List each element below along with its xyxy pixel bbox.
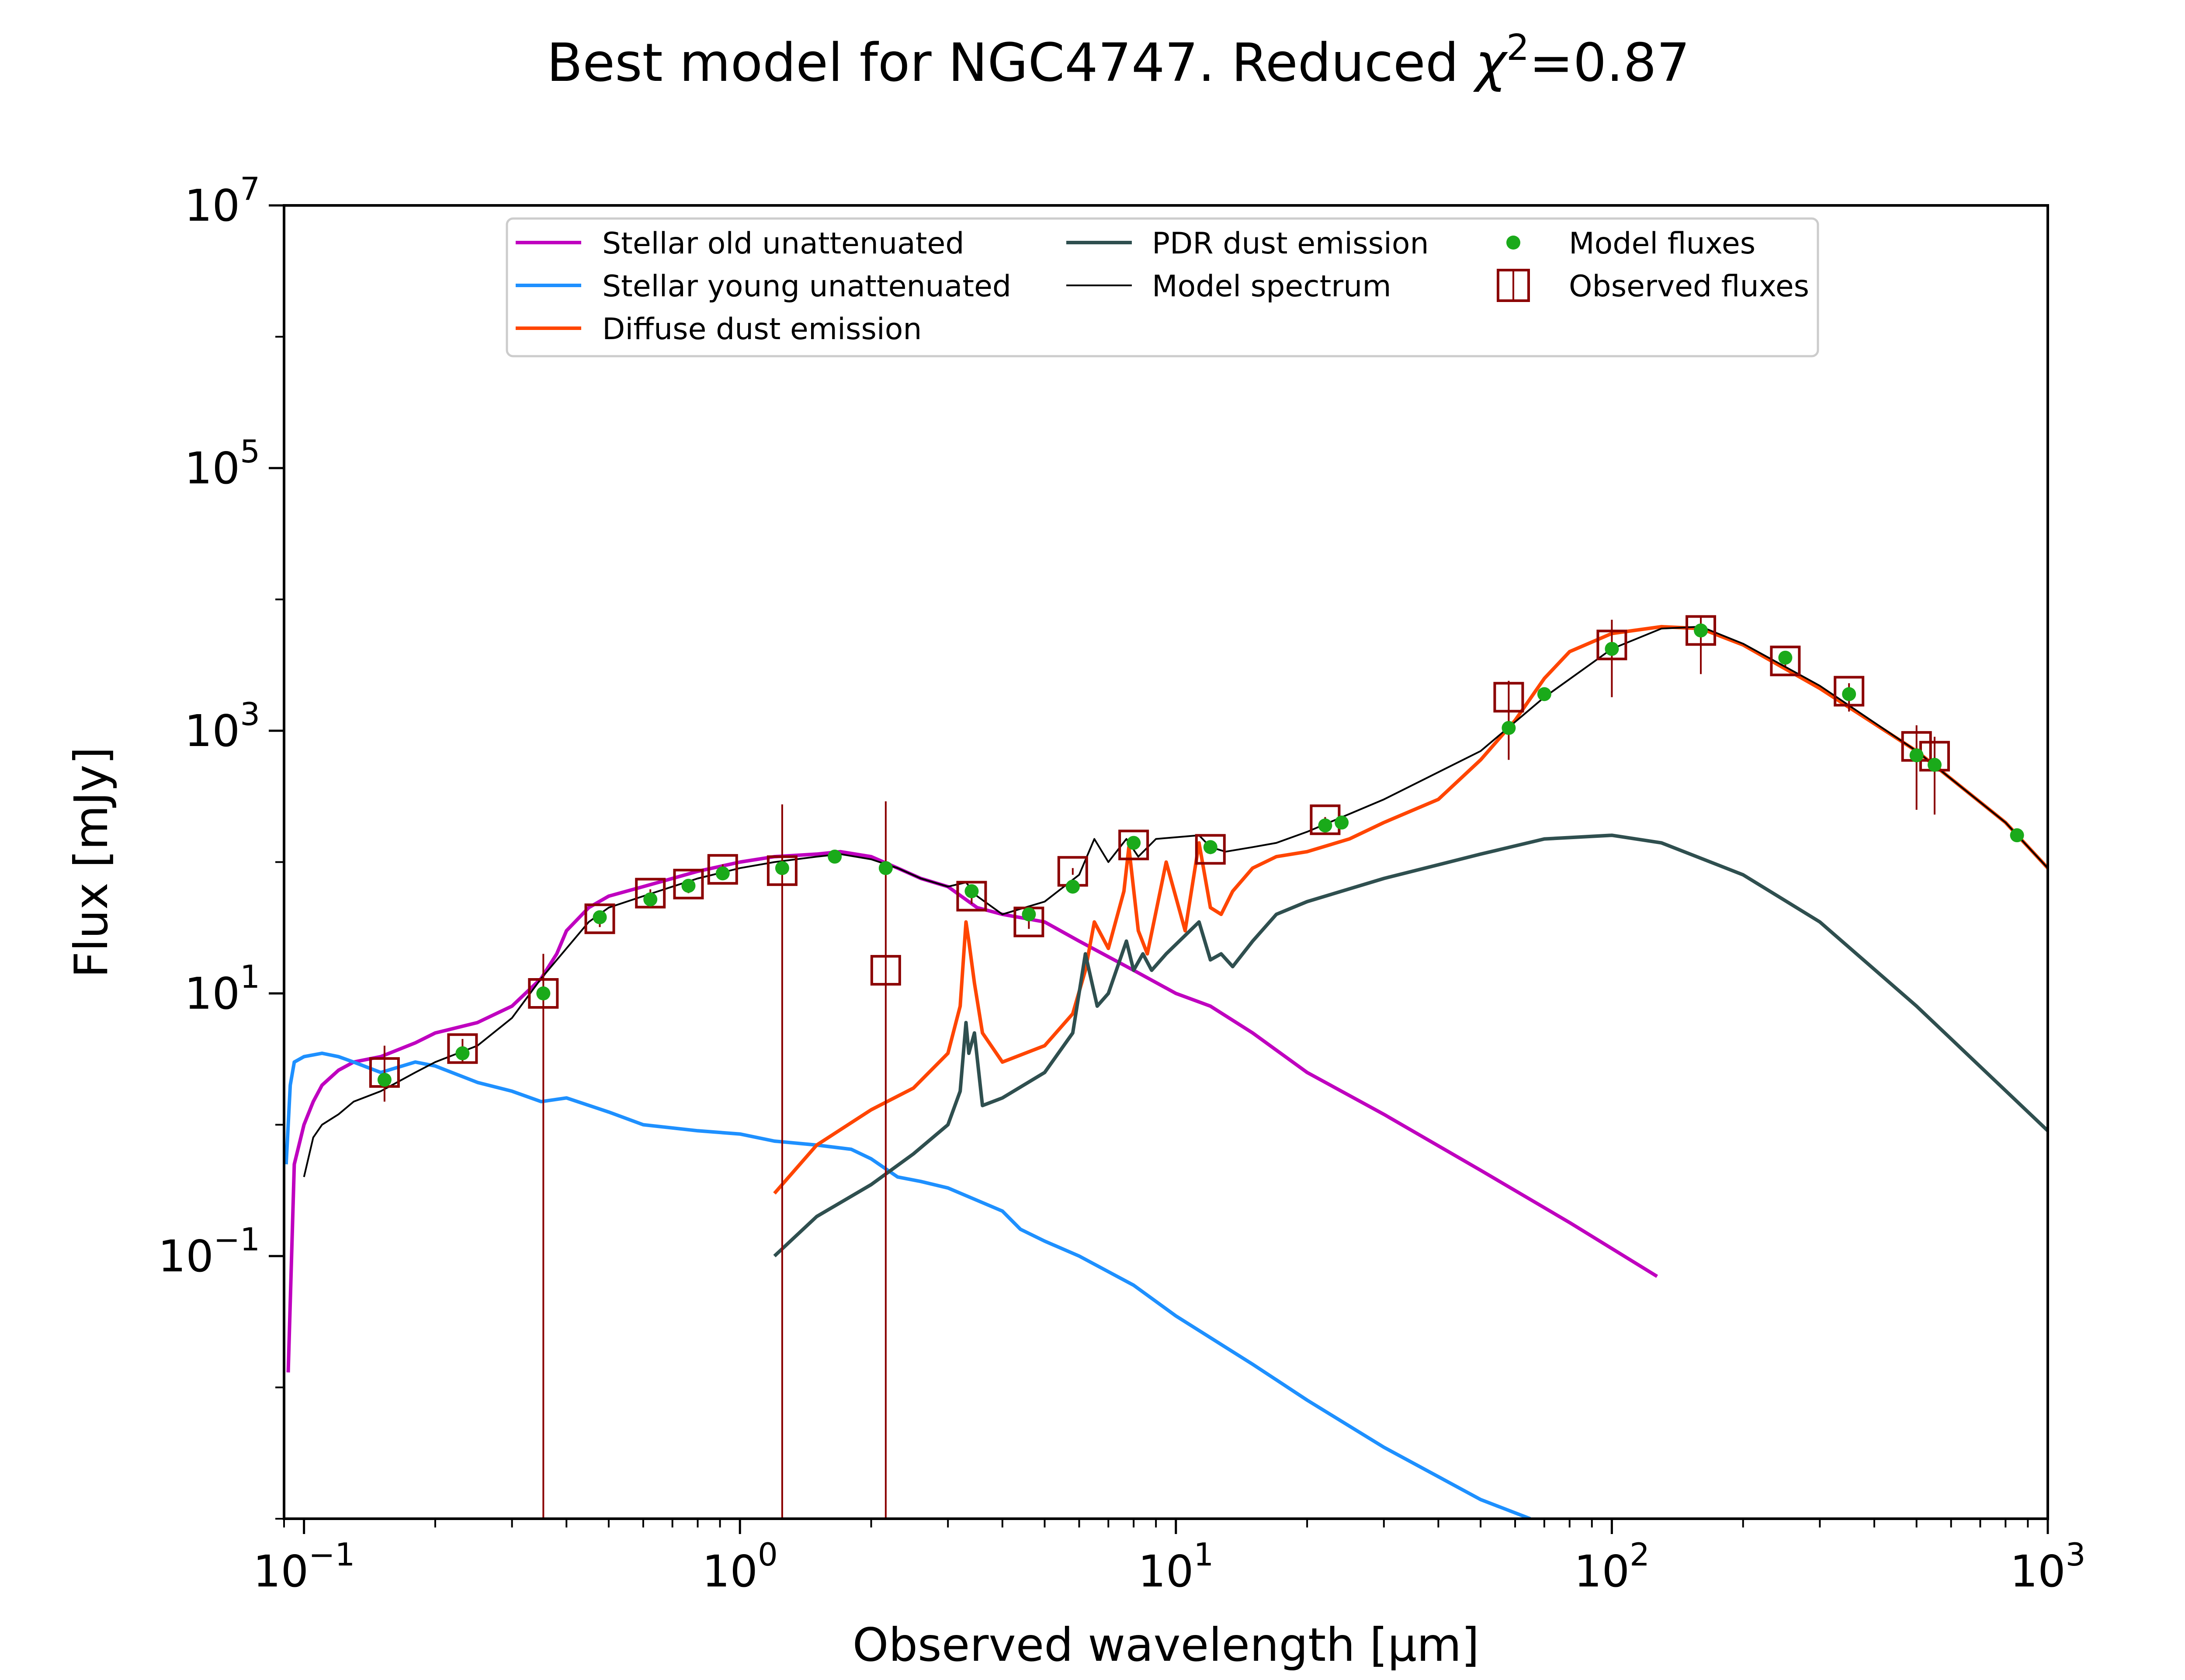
model-flux-point: [1927, 758, 1942, 772]
observed-flux-point: [528, 954, 559, 1519]
model-flux-point: [1127, 836, 1141, 850]
series-line-stellar-young-unattenuated: [284, 1052, 1531, 1519]
model-flux-point: [878, 861, 893, 875]
model-flux-point: [1909, 748, 1924, 763]
chart-title: Best model for NGC4747. Reduced χ2=0.87: [547, 27, 1690, 94]
model-flux-point: [715, 866, 730, 881]
observed-flux-marker: [1195, 834, 1226, 865]
observed-flux-marker: [1118, 830, 1149, 861]
x-axis-label: Observed wavelength [μm]: [853, 1618, 1480, 1672]
observed-flux-point: [766, 804, 798, 1519]
observed-flux-marker: [528, 978, 559, 1009]
model-flux-point: [828, 850, 842, 864]
observed-flux-marker: [584, 903, 615, 934]
model-flux-point: [643, 892, 658, 906]
x-tick-label: 10−1: [253, 1536, 355, 1597]
x-tick-label: 102: [1574, 1536, 1650, 1597]
observed-flux-marker: [1834, 676, 1865, 707]
observed-flux-marker: [1686, 615, 1717, 646]
observed-flux-marker: [707, 854, 738, 885]
model-flux-point: [1694, 623, 1708, 638]
observed-flux-marker: [447, 1033, 478, 1064]
title-prefix: Best model for NGC4747. Reduced: [547, 33, 1475, 94]
y-tick-label: 107: [184, 170, 260, 231]
legend-label-stellar-young: Stellar young unattenuated: [602, 269, 1011, 304]
model-flux-point: [1335, 816, 1349, 830]
observed-flux-point: [1596, 620, 1627, 698]
legend-label-model-spectrum: Model spectrum: [1152, 269, 1391, 304]
model-flux-point: [593, 910, 607, 924]
model-flux-point: [775, 861, 789, 875]
y-axis-label: Flux [mJy]: [65, 747, 118, 978]
title-chi: χ: [1473, 33, 1508, 94]
observed-flux-marker: [1493, 682, 1524, 713]
legend-label-diffuse-dust: Diffuse dust emission: [602, 312, 922, 347]
model-flux-point: [1537, 687, 1551, 701]
observed-flux-marker: [766, 855, 798, 886]
legend: Stellar old unattenuated Stellar young u…: [506, 217, 1819, 358]
observed-flux-marker: [1770, 646, 1801, 677]
series-line-diffuse-dust-emission: [773, 625, 2048, 1195]
legend-label-observed-fluxes: Observed fluxes: [1569, 269, 1809, 304]
model-flux-point: [1203, 840, 1217, 854]
observed-flux-marker: [673, 868, 704, 899]
plot-layer: [284, 615, 2048, 1519]
y-tick-label: 10−1: [158, 1221, 260, 1282]
observed-flux-marker: [870, 955, 901, 986]
legend-swatch-observed-fluxes: [1497, 269, 1530, 302]
y-tick-label: 103: [184, 696, 260, 757]
legend-label-pdr-dust: PDR dust emission: [1152, 226, 1429, 261]
observed-flux-point: [870, 801, 901, 1519]
model-flux-point: [1502, 721, 1516, 735]
model-flux-point: [455, 1046, 470, 1061]
legend-label-model-fluxes: Model fluxes: [1569, 226, 1755, 261]
observed-flux-marker: [635, 878, 666, 909]
model-flux-point: [377, 1073, 392, 1087]
series-line-pdr-dust-emission: [773, 833, 2048, 1257]
model-flux-point: [681, 878, 696, 893]
model-flux-point: [1022, 907, 1036, 922]
model-flux-point: [964, 884, 979, 899]
legend-swatch-model-fluxes: [1506, 236, 1520, 250]
model-flux-point: [1065, 879, 1080, 894]
model-flux-point: [1605, 642, 1619, 656]
axes-layer: 10−1 100 101 102 103 10−1 101 103 105 107: [158, 170, 2086, 1597]
legend-box: [506, 217, 1819, 358]
model-flux-point: [536, 986, 551, 1000]
title-superscript: 2: [1506, 27, 1529, 69]
x-tick-label: 101: [1138, 1536, 1214, 1597]
model-flux-point: [1318, 818, 1332, 833]
observed-flux-point: [1493, 680, 1524, 760]
model-flux-point: [1842, 687, 1856, 701]
x-tick-label: 100: [702, 1536, 778, 1597]
observed-flux-marker: [956, 881, 987, 912]
y-tick-label: 105: [184, 433, 260, 494]
y-tick-label: 101: [184, 958, 260, 1019]
observed-flux-marker: [1596, 629, 1627, 660]
model-flux-point: [1778, 650, 1793, 665]
title-suffix: =0.87: [1529, 33, 1690, 94]
model-flux-point: [2010, 828, 2024, 843]
legend-label-stellar-old: Stellar old unattenuated: [602, 226, 964, 261]
x-tick-label: 103: [2010, 1536, 2085, 1597]
